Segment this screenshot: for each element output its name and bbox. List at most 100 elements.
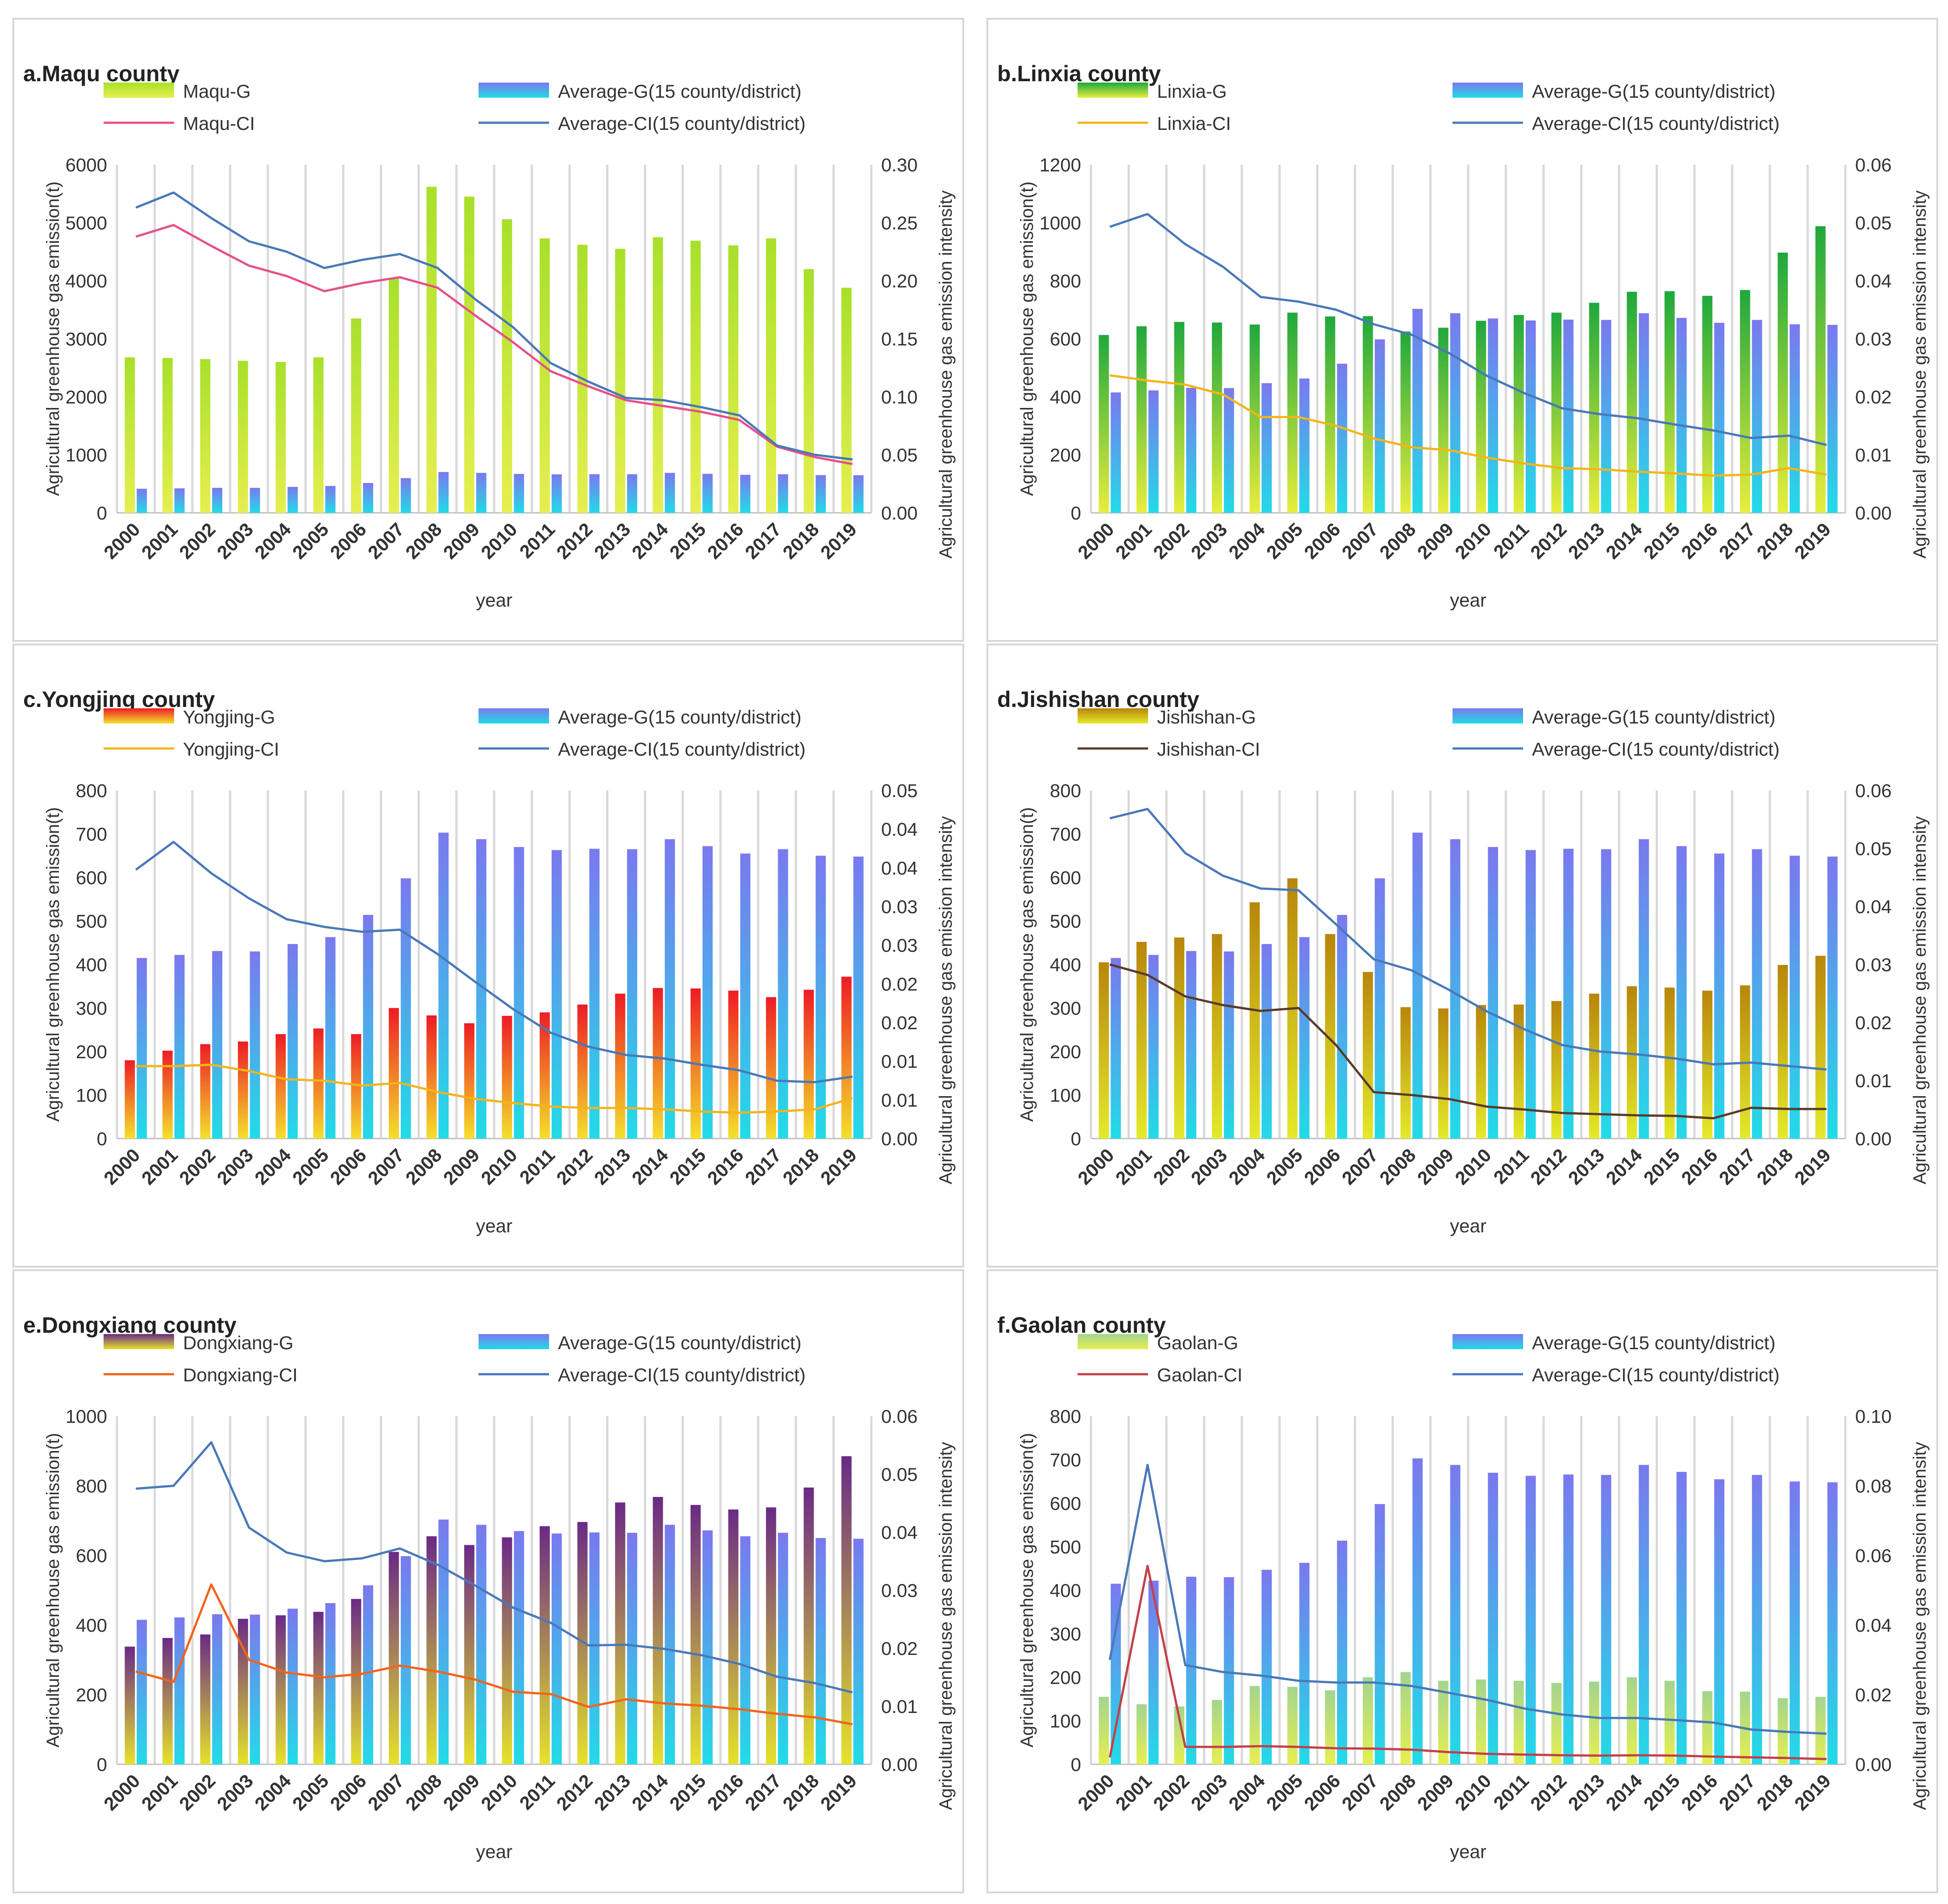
y-tick-label: 400 <box>1050 1580 1081 1601</box>
bar <box>476 839 487 1139</box>
bar <box>665 839 675 1139</box>
legend-label: Gaolan-CI <box>1157 1364 1242 1385</box>
bar <box>766 1507 776 1764</box>
x-tick-label: 2002 <box>175 1144 219 1189</box>
bar <box>275 362 286 513</box>
x-tick-label: 2000 <box>100 519 144 563</box>
x-tick-label: 2006 <box>326 1770 370 1814</box>
bar <box>174 488 185 513</box>
bar <box>125 1060 135 1139</box>
bar <box>1551 1683 1562 1764</box>
bar <box>400 1556 411 1764</box>
x-tick-label: 2010 <box>477 519 521 563</box>
bar <box>1400 331 1411 513</box>
y-tick-label: 400 <box>76 1615 107 1636</box>
bar <box>514 847 524 1139</box>
bar <box>438 832 449 1139</box>
legend-bar-swatch <box>479 83 549 98</box>
x-tick-label: 2004 <box>250 519 295 563</box>
bar <box>627 474 637 513</box>
bar <box>1450 313 1461 513</box>
bar <box>702 474 713 513</box>
bar <box>1627 986 1637 1139</box>
x-tick-label: 2016 <box>703 519 747 563</box>
x-tick-label: 2001 <box>1111 1144 1156 1189</box>
y-tick-label: 800 <box>1050 1406 1081 1427</box>
bar <box>1664 987 1675 1139</box>
bar <box>514 1531 524 1764</box>
chart-legend: Linxia-G Average-G(15 county/district) Lin… <box>1078 81 1780 134</box>
y-tick-label: 0 <box>1071 1128 1081 1149</box>
chart-title: f.Gaolan county <box>997 1313 1166 1338</box>
bar <box>615 994 625 1139</box>
bar <box>1714 323 1725 513</box>
x-tick-label: 2007 <box>1338 519 1382 563</box>
y2-tick-label: 0.10 <box>1855 1406 1892 1427</box>
bar <box>464 196 475 513</box>
bar <box>1148 955 1159 1139</box>
x-tick-label: 2016 <box>703 1144 747 1189</box>
bar <box>162 1051 173 1139</box>
bar <box>1476 1679 1486 1764</box>
bar <box>400 478 411 513</box>
bar <box>1563 1474 1574 1764</box>
x-tick-label: 2015 <box>1640 519 1684 563</box>
x-tick-label: 2004 <box>1224 1144 1269 1189</box>
x-tick-label: 2014 <box>1602 519 1646 563</box>
y-axis-title: Agricultural greenhouse gas emission(t) <box>43 807 63 1122</box>
x-tick-label: 2016 <box>703 1770 747 1814</box>
bar <box>200 1044 211 1139</box>
y2-tick-label: 0.01 <box>1855 1070 1892 1091</box>
x-tick-label: 2010 <box>1451 1770 1495 1814</box>
line-county-ci <box>135 224 853 466</box>
y2-axis-title: Agricultural greenhouse gas emission int… <box>1910 816 1930 1185</box>
bar <box>1488 847 1498 1139</box>
line-county-ci <box>1109 374 1827 477</box>
x-tick-label: 2004 <box>250 1770 295 1815</box>
bar <box>1601 320 1611 513</box>
legend-label: Average-G(15 county/district) <box>558 1332 801 1353</box>
y2-tick-label: 0.01 <box>881 1051 918 1072</box>
bar <box>1412 1458 1423 1764</box>
chart-title: d.Jishishan county <box>997 687 1199 712</box>
x-tick-label: 2014 <box>628 1770 672 1815</box>
bar <box>1211 934 1222 1139</box>
x-tick-label: 2010 <box>1451 1144 1495 1189</box>
x-tick-label: 2004 <box>250 1144 295 1189</box>
legend-label: Average-CI(15 county/district) <box>558 113 806 134</box>
x-tick-label: 2005 <box>288 1770 333 1814</box>
bar <box>250 951 260 1139</box>
bar <box>1099 335 1109 513</box>
y2-axis-title: Agricultural greenhouse gas emission int… <box>936 1442 956 1810</box>
series-average-g <box>137 472 864 513</box>
x-tick-label: 2018 <box>778 1144 823 1189</box>
bar <box>502 1016 512 1139</box>
y2-tick-label: 0.00 <box>881 503 918 524</box>
x-tick-label: 2001 <box>137 1770 182 1814</box>
x-tick-label: 2012 <box>552 519 596 563</box>
y-tick-label: 200 <box>76 1041 107 1062</box>
x-tick-label: 2013 <box>590 1144 634 1189</box>
bar <box>728 990 739 1139</box>
legend-bar-swatch <box>104 83 174 98</box>
y-tick-label: 800 <box>1050 270 1081 291</box>
bar <box>778 474 788 513</box>
bar <box>476 473 487 513</box>
bar <box>464 1545 475 1764</box>
bar <box>1249 902 1260 1139</box>
x-tick-label: 2019 <box>816 1144 861 1189</box>
x-tick-label: 2000 <box>1074 1144 1118 1189</box>
y2-tick-label: 0.03 <box>881 1580 918 1601</box>
bar <box>1627 291 1637 513</box>
bar <box>615 1502 625 1764</box>
bar <box>426 1015 437 1139</box>
bar <box>702 1530 713 1764</box>
bar <box>1136 1704 1147 1764</box>
x-tick-label: 2014 <box>1602 1144 1646 1189</box>
y2-tick-label: 0.06 <box>1855 1545 1892 1566</box>
x-axis-title: year <box>476 590 512 611</box>
bar <box>665 1525 675 1764</box>
x-tick-label: 2017 <box>741 1770 785 1814</box>
bar <box>539 1526 550 1764</box>
